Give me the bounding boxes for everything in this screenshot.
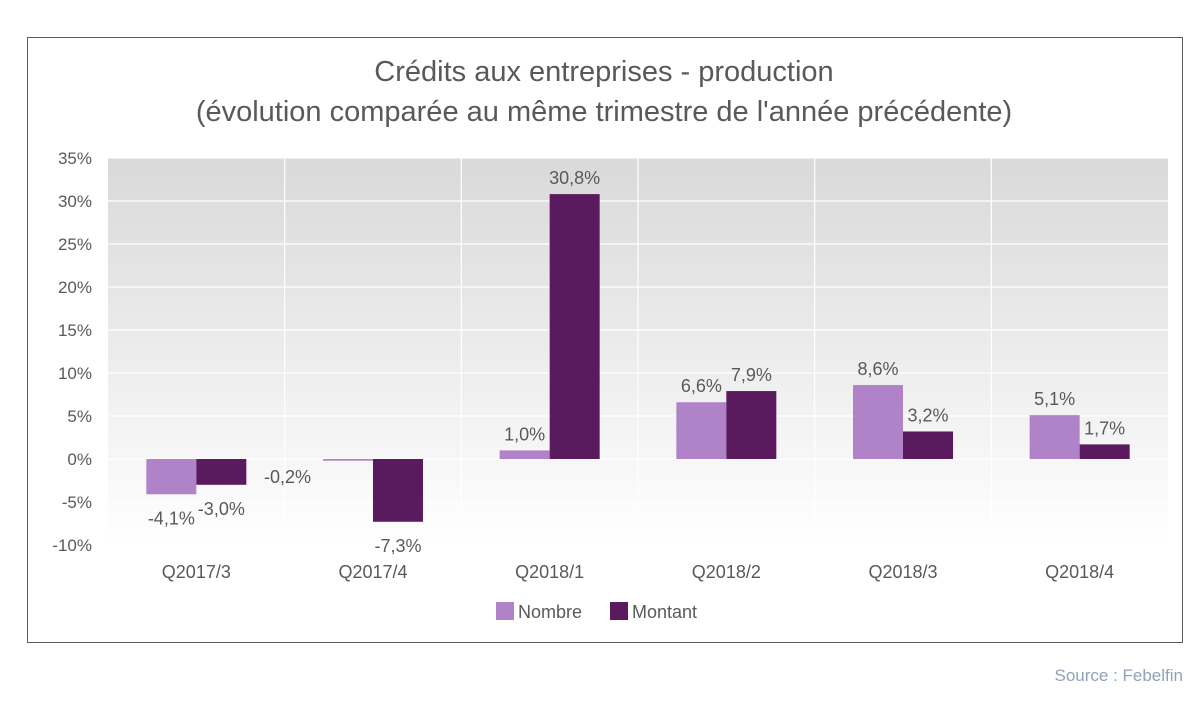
x-tick-label: Q2018/3 — [868, 562, 937, 582]
chart-title: Crédits aux entreprises - production — [374, 56, 833, 88]
y-tick-label: 25% — [58, 235, 92, 254]
bar-nombre — [499, 450, 550, 459]
data-label: 1,0% — [504, 424, 545, 444]
bar-montant — [373, 459, 423, 522]
grid-lines — [108, 157, 1168, 546]
bar-montant — [726, 391, 777, 459]
legend-swatch-nombre — [496, 602, 514, 620]
bar-nombre — [146, 459, 197, 495]
axes: 35% 30% 25% 20% 15% 10% 5% 0% -5% -10% Q2017/3 Q201… — [52, 149, 1114, 582]
data-labels: -4,1% -0,2% 1,0% 6,6% 8,6% 5,1% -3,0% -7,3% 30,8… — [148, 168, 1125, 556]
y-tick-label: -10% — [52, 536, 92, 555]
data-label: 8,6% — [857, 359, 898, 379]
bar-nombre — [323, 459, 373, 461]
legend-label: Montant — [632, 602, 697, 622]
bar-nombre — [1029, 415, 1080, 459]
legend: Nombre Montant — [496, 602, 697, 622]
data-label: -0,2% — [264, 467, 311, 487]
y-tick-label: -5% — [62, 493, 92, 512]
source-note: Source : Febelfin — [1054, 666, 1183, 685]
x-tick-label: Q2018/4 — [1045, 562, 1114, 582]
bar-nombre — [676, 402, 727, 459]
bar-montant — [1079, 444, 1130, 459]
data-label: -3,0% — [198, 499, 245, 519]
bar-montant — [903, 431, 953, 459]
x-tick-label: Q2017/4 — [338, 562, 407, 582]
y-tick-label: 30% — [58, 192, 92, 211]
legend-swatch-montant — [610, 602, 628, 620]
bars — [146, 194, 1130, 522]
x-tick-label: Q2017/3 — [162, 562, 231, 582]
data-label: 6,6% — [681, 376, 722, 396]
data-label: -7,3% — [374, 536, 421, 556]
bar-montant — [549, 194, 600, 459]
bar-montant — [196, 459, 247, 485]
y-tick-label: 20% — [58, 278, 92, 297]
y-tick-label: 0% — [67, 450, 92, 469]
data-label: 30,8% — [549, 168, 600, 188]
y-tick-label: 15% — [58, 321, 92, 340]
legend-label: Nombre — [518, 602, 582, 622]
y-tick-label: 5% — [67, 407, 92, 426]
chart-subtitle: (évolution comparée au même trimestre de… — [196, 96, 1012, 128]
data-label: -4,1% — [148, 508, 195, 528]
data-label: 5,1% — [1034, 389, 1075, 409]
data-label: 3,2% — [907, 405, 948, 425]
bar-nombre — [853, 385, 903, 459]
y-tick-label: 35% — [58, 149, 92, 168]
x-tick-label: Q2018/2 — [692, 562, 761, 582]
data-label: 7,9% — [731, 365, 772, 385]
x-tick-label: Q2018/1 — [515, 562, 584, 582]
y-tick-label: 10% — [58, 364, 92, 383]
data-label: 1,7% — [1084, 418, 1125, 438]
